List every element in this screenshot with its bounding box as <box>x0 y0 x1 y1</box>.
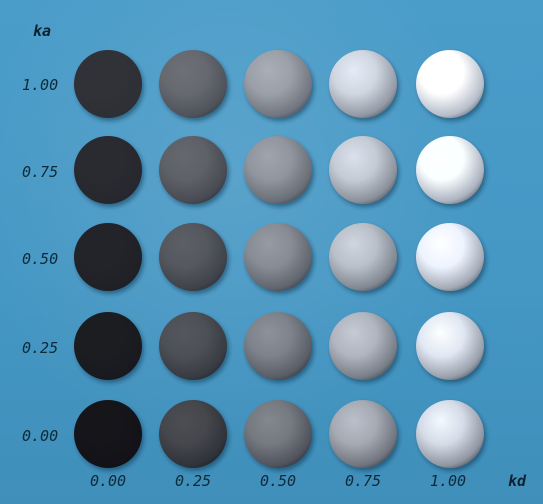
row-label-ka-0.50: 0.50 <box>22 250 59 268</box>
sphere-ka-1.00-kd-0.00 <box>74 50 142 118</box>
sphere-ka-0.25-kd-0.50 <box>244 312 312 380</box>
col-label-kd-0.00: 0.00 <box>89 472 127 490</box>
sphere-ka-0.50-kd-1.00 <box>416 223 484 291</box>
col-label-kd-1.00: 1.00 <box>429 472 467 490</box>
sphere-ka-0.25-kd-0.75 <box>329 312 397 380</box>
sphere-ka-0.50-kd-0.25 <box>159 223 227 291</box>
sphere-ka-0.25-kd-0.25 <box>159 312 227 380</box>
col-label-kd-0.50: 0.50 <box>259 472 297 490</box>
sphere-ka-0.50-kd-0.00 <box>74 223 142 291</box>
sphere-ka-0.00-kd-1.00 <box>416 400 484 468</box>
sphere-ka-1.00-kd-1.00 <box>416 50 484 118</box>
sphere-ka-0.25-kd-0.00 <box>74 312 142 380</box>
sphere-ka-0.75-kd-0.75 <box>329 136 397 204</box>
sphere-ka-0.25-kd-1.00 <box>416 312 484 380</box>
col-label-kd-0.75: 0.75 <box>344 472 382 490</box>
row-label-ka-0.00: 0.00 <box>22 427 59 445</box>
ka-axis-title: ka <box>33 22 52 40</box>
sphere-ka-1.00-kd-0.75 <box>329 50 397 118</box>
sphere-ka-0.00-kd-0.00 <box>74 400 142 468</box>
sphere-ka-0.50-kd-0.50 <box>244 223 312 291</box>
row-label-ka-0.25: 0.25 <box>22 339 59 357</box>
sphere-ka-0.00-kd-0.25 <box>159 400 227 468</box>
col-label-kd-0.25: 0.25 <box>174 472 212 490</box>
row-label-ka-0.75: 0.75 <box>22 163 59 181</box>
sphere-ka-1.00-kd-0.25 <box>159 50 227 118</box>
kd-axis-title: kd <box>508 472 527 490</box>
sphere-ka-0.50-kd-0.75 <box>329 223 397 291</box>
sphere-ka-0.00-kd-0.75 <box>329 400 397 468</box>
sphere-ka-0.75-kd-0.25 <box>159 136 227 204</box>
sphere-ka-0.75-kd-0.50 <box>244 136 312 204</box>
row-label-ka-1.00: 1.00 <box>22 76 59 94</box>
sphere-ka-0.75-kd-1.00 <box>416 136 484 204</box>
sphere-ka-1.00-kd-0.50 <box>244 50 312 118</box>
sphere-ka-0.00-kd-0.50 <box>244 400 312 468</box>
sphere-ka-0.75-kd-0.00 <box>74 136 142 204</box>
